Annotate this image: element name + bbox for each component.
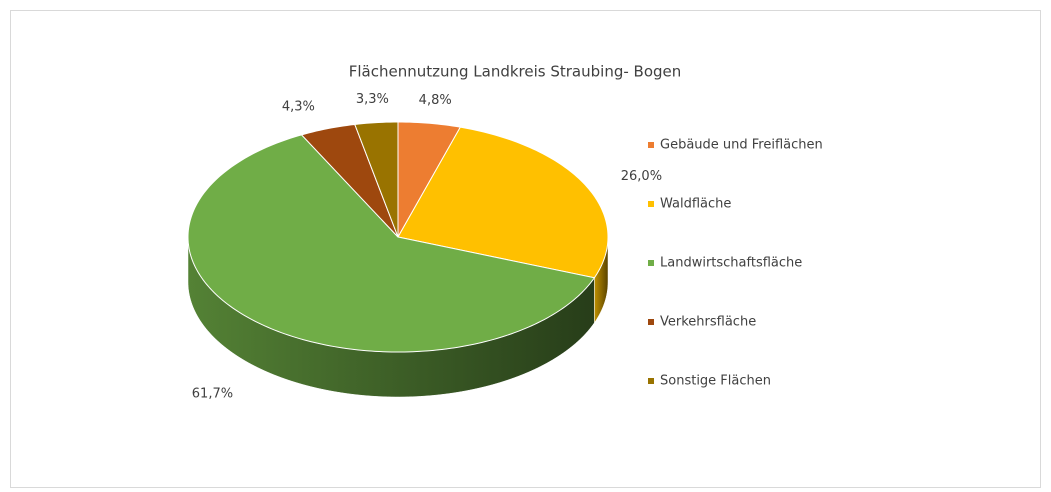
chart-title: Flächennutzung Landkreis Straubing- Boge… [349, 63, 682, 81]
legend-swatch [648, 201, 654, 207]
data-label: 61,7% [192, 387, 233, 402]
data-label: 3,3% [356, 92, 389, 107]
legend-label: Verkehrsfläche [660, 315, 756, 330]
data-label: 4,3% [282, 99, 315, 114]
slice [397, 126, 609, 279]
slice [300, 123, 399, 238]
legend-label: Landwirtschaftsfläche [660, 256, 802, 271]
legend-swatch [648, 260, 654, 266]
data-label: 4,8% [419, 93, 452, 108]
legend-swatch [648, 378, 654, 384]
slice [354, 121, 399, 238]
slice [397, 121, 462, 239]
legend-label: Waldfläche [660, 197, 731, 212]
slice [187, 134, 596, 353]
legend-label: Gebäude und Freiflächen [660, 138, 823, 153]
legend-label: Sonstige Flächen [660, 374, 771, 389]
legend-swatch [648, 142, 654, 148]
legend-swatch [648, 319, 654, 325]
data-label: 26,0% [621, 169, 662, 184]
